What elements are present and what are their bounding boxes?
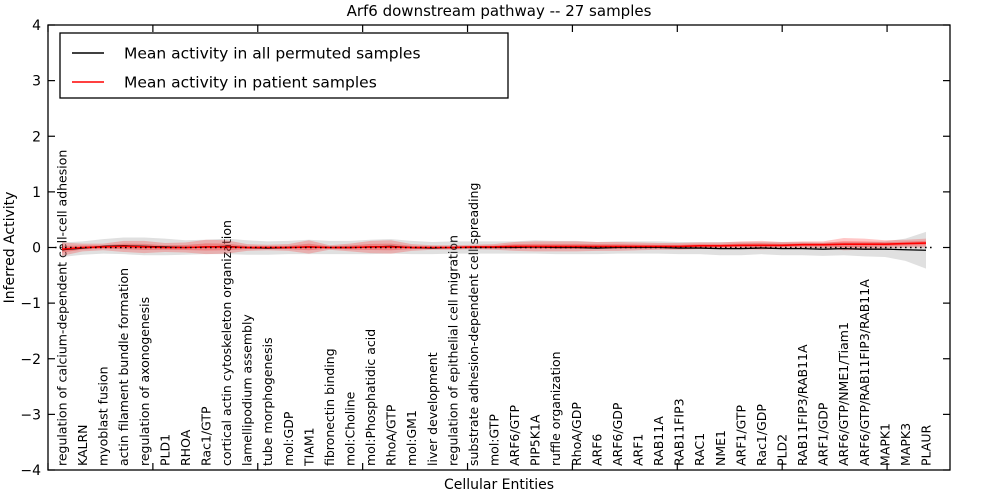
x-category-label: RAB11A [651,416,666,466]
x-category-label: ARF6/GTP/NME1/Tiam1 [836,322,851,466]
x-category-label: regulation of epithelial cell migration [445,235,460,466]
x-category-label: RAB11FIP3/RAB11A [795,344,810,466]
x-category-label: ARF6 [589,434,604,466]
y-axis-ticks: 4 3 2 1 0 −1 −2 −3 −4 [20,18,950,479]
x-category-label: MAPK1 [877,423,892,466]
x-category-label: mol:GDP [281,411,296,466]
x-category-label: ruffle organization [548,351,563,466]
x-category-label: myoblast fusion [96,366,111,466]
x-category-label: regulation of calcium-dependent cell-cel… [55,150,70,466]
x-category-label: ARF6/GTP/RAB11FIP3/RAB11A [857,279,872,466]
legend-label-permuted: Mean activity in all permuted samples [124,45,421,63]
x-category-label: ARF1/GDP [816,402,831,466]
y-tick-label: −4 [20,463,41,479]
x-category-label: ARF1 [631,434,646,466]
y-tick-label: −1 [20,296,41,312]
x-category-label: Rac1/GDP [754,404,769,466]
y-tick-label: 3 [32,74,41,90]
x-category-labels: regulation of calcium-dependent cell-cel… [55,150,934,467]
x-category-label: ARF1/GTP [733,405,748,466]
y-tick-label: 0 [32,241,41,257]
x-category-label: RAB11FIP3 [672,398,687,466]
x-category-label: ARF6/GTP [507,405,522,466]
x-category-label: ARF6/GDP [610,402,625,466]
legend-box [59,32,509,99]
y-tick-label: 1 [32,185,41,201]
x-category-label: RAC1 [692,433,707,466]
x-category-label: PIP5K1A [528,414,543,466]
x-category-label: PLD1 [157,434,172,466]
x-category-label: PLAUR [919,425,934,466]
x-category-label: KALRN [75,424,90,466]
x-category-label: mol:Choline [343,391,358,466]
x-category-label: RhoA/GTP [384,404,399,466]
x-category-label: PLD2 [775,434,790,466]
x-category-label: MAPK3 [898,423,913,466]
x-category-label: mol:GM1 [404,410,419,466]
x-category-label: mol:Phosphatidic acid [363,329,378,466]
legend-label-patient: Mean activity in patient samples [124,74,377,92]
y-tick-label: 4 [32,18,41,34]
x-category-label: lamellipodium assembly [240,314,255,466]
x-category-label: tube morphogenesis [260,337,275,466]
x-category-label: RHOA [178,429,193,466]
chart-title: Arf6 downstream pathway -- 27 samples [347,2,652,20]
x-category-label: Rac1/GTP [199,406,214,466]
permuted-band [62,231,926,269]
y-tick-label: −3 [20,407,41,423]
y-axis-title: Inferred Activity [2,192,18,304]
x-axis-title: Cellular Entities [444,477,554,493]
x-category-label: TIAM1 [301,427,316,467]
x-category-label: NME1 [713,430,728,466]
x-axis-ticks [47,25,888,470]
x-category-label: actin filament bundle formation [116,268,131,466]
y-tick-label: −2 [20,352,41,368]
x-category-label: fibronectin binding [322,348,337,466]
x-category-label: liver development [425,352,440,466]
x-category-label: RhoA/GDP [569,402,584,466]
x-category-label: cortical actin cytoskeleton organization [219,220,234,466]
y-tick-label: 2 [32,129,41,145]
x-category-label: regulation of axonogenesis [137,297,152,466]
x-category-label: mol:GTP [487,414,502,466]
x-category-label: substrate adhesion-dependent cell spread… [466,183,481,466]
legend: Mean activity in all permuted samples Mea… [59,32,509,99]
